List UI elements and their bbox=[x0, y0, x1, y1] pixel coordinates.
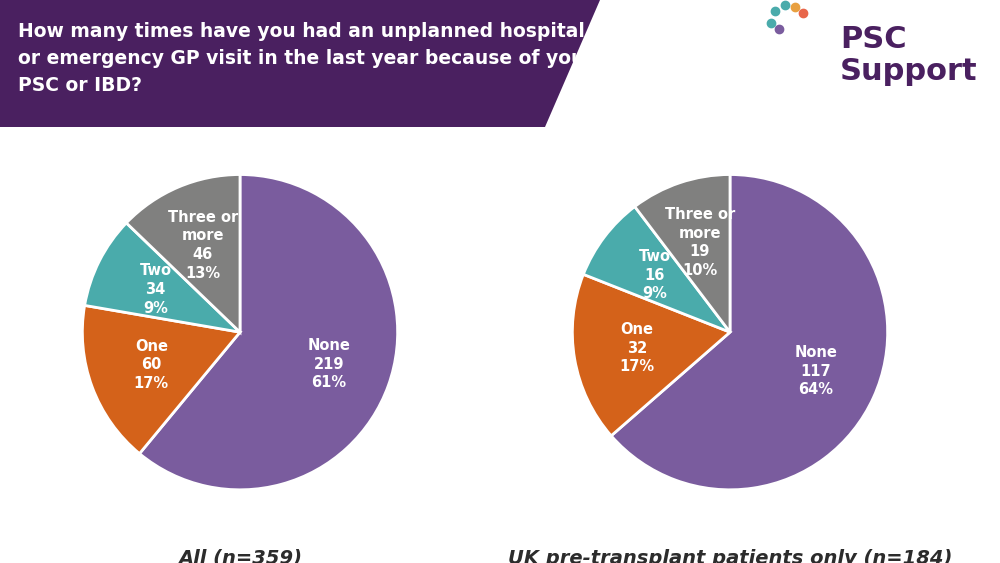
Text: PSC
Support: PSC Support bbox=[840, 25, 978, 86]
Text: None
219
61%: None 219 61% bbox=[308, 338, 350, 390]
Text: All (n=359): All (n=359) bbox=[178, 549, 302, 563]
Wedge shape bbox=[126, 175, 240, 332]
Wedge shape bbox=[139, 175, 398, 490]
Wedge shape bbox=[82, 305, 240, 454]
Wedge shape bbox=[85, 223, 240, 332]
Text: Three or
more
46
13%: Three or more 46 13% bbox=[168, 210, 238, 280]
Text: 🌳: 🌳 bbox=[791, 35, 809, 64]
Text: Two
16
9%: Two 16 9% bbox=[639, 249, 671, 301]
Wedge shape bbox=[572, 274, 730, 436]
Text: None
117
64%: None 117 64% bbox=[795, 345, 838, 397]
Text: Three or
more
19
10%: Three or more 19 10% bbox=[665, 207, 735, 278]
Text: One
32
17%: One 32 17% bbox=[619, 322, 654, 374]
Polygon shape bbox=[0, 0, 600, 127]
Text: One
60
17%: One 60 17% bbox=[134, 339, 169, 391]
Text: How many times have you had an unplanned hospital
or emergency GP visit in the l: How many times have you had an unplanned… bbox=[18, 22, 594, 95]
Text: UK pre-transplant patients only (n=184): UK pre-transplant patients only (n=184) bbox=[508, 549, 952, 563]
Wedge shape bbox=[611, 175, 888, 490]
Text: Two
34
9%: Two 34 9% bbox=[140, 263, 172, 316]
Wedge shape bbox=[583, 207, 730, 332]
Wedge shape bbox=[635, 175, 730, 332]
